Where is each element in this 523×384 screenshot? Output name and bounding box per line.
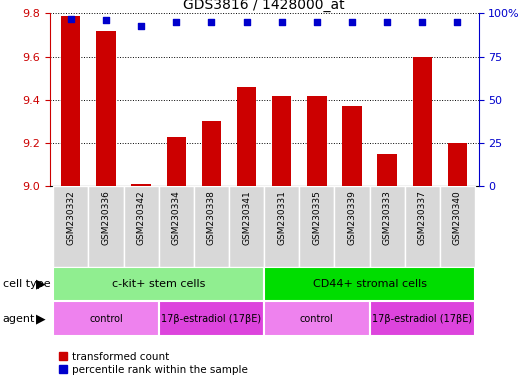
Text: ▶: ▶ [36, 312, 46, 325]
Text: c-kit+ stem cells: c-kit+ stem cells [112, 279, 206, 289]
Bar [166, 137, 186, 186]
Bar [53, 186, 88, 267]
Bar [264, 267, 475, 301]
Text: GSM230341: GSM230341 [242, 190, 251, 245]
Text: 17β-estradiol (17βE): 17β-estradiol (17βE) [372, 314, 472, 324]
Text: GSM230342: GSM230342 [137, 190, 145, 245]
Text: 17β-estradiol (17βE): 17β-estradiol (17βE) [161, 314, 262, 324]
Bar [158, 186, 194, 267]
Text: ▶: ▶ [36, 278, 46, 291]
Legend: transformed count, percentile rank within the sample: transformed count, percentile rank withi… [55, 348, 252, 379]
Text: GSM230339: GSM230339 [347, 190, 357, 245]
Bar [343, 106, 362, 186]
Text: control: control [300, 314, 334, 324]
Point [348, 19, 356, 25]
Bar [264, 301, 370, 336]
Bar [413, 56, 432, 186]
Point [172, 19, 180, 25]
Text: GSM230335: GSM230335 [312, 190, 321, 245]
Bar [307, 96, 326, 186]
Text: GSM230332: GSM230332 [66, 190, 75, 245]
Text: GSM230337: GSM230337 [418, 190, 427, 245]
Bar [378, 154, 397, 186]
Point [242, 19, 251, 25]
Bar [53, 301, 158, 336]
Text: GSM230340: GSM230340 [453, 190, 462, 245]
Text: GSM230334: GSM230334 [172, 190, 181, 245]
Point [66, 16, 75, 22]
Bar [53, 267, 264, 301]
Bar [131, 184, 151, 186]
Text: GSM230336: GSM230336 [101, 190, 110, 245]
Point [453, 19, 462, 25]
Bar [237, 87, 256, 186]
Bar [96, 31, 116, 186]
Text: GSM230338: GSM230338 [207, 190, 216, 245]
Point [207, 19, 215, 25]
Bar [264, 186, 299, 267]
Bar [158, 301, 264, 336]
Point [102, 17, 110, 23]
Text: control: control [89, 314, 123, 324]
Bar [299, 186, 334, 267]
Text: GSM230333: GSM230333 [383, 190, 392, 245]
Text: agent: agent [3, 314, 35, 324]
Bar [405, 186, 440, 267]
Point [137, 23, 145, 29]
Bar [202, 121, 221, 186]
Bar [229, 186, 264, 267]
Point [313, 19, 321, 25]
Title: GDS3816 / 1428000_at: GDS3816 / 1428000_at [183, 0, 345, 12]
Bar [123, 186, 158, 267]
Bar [194, 186, 229, 267]
Text: cell type: cell type [3, 279, 50, 289]
Bar [61, 16, 81, 186]
Bar [440, 186, 475, 267]
Point [383, 19, 391, 25]
Bar [448, 143, 467, 186]
Point [418, 19, 426, 25]
Bar [370, 186, 405, 267]
Point [278, 19, 286, 25]
Bar [272, 96, 291, 186]
Bar [370, 301, 475, 336]
Bar [88, 186, 123, 267]
Text: GSM230331: GSM230331 [277, 190, 286, 245]
Bar [334, 186, 370, 267]
Text: CD44+ stromal cells: CD44+ stromal cells [313, 279, 427, 289]
